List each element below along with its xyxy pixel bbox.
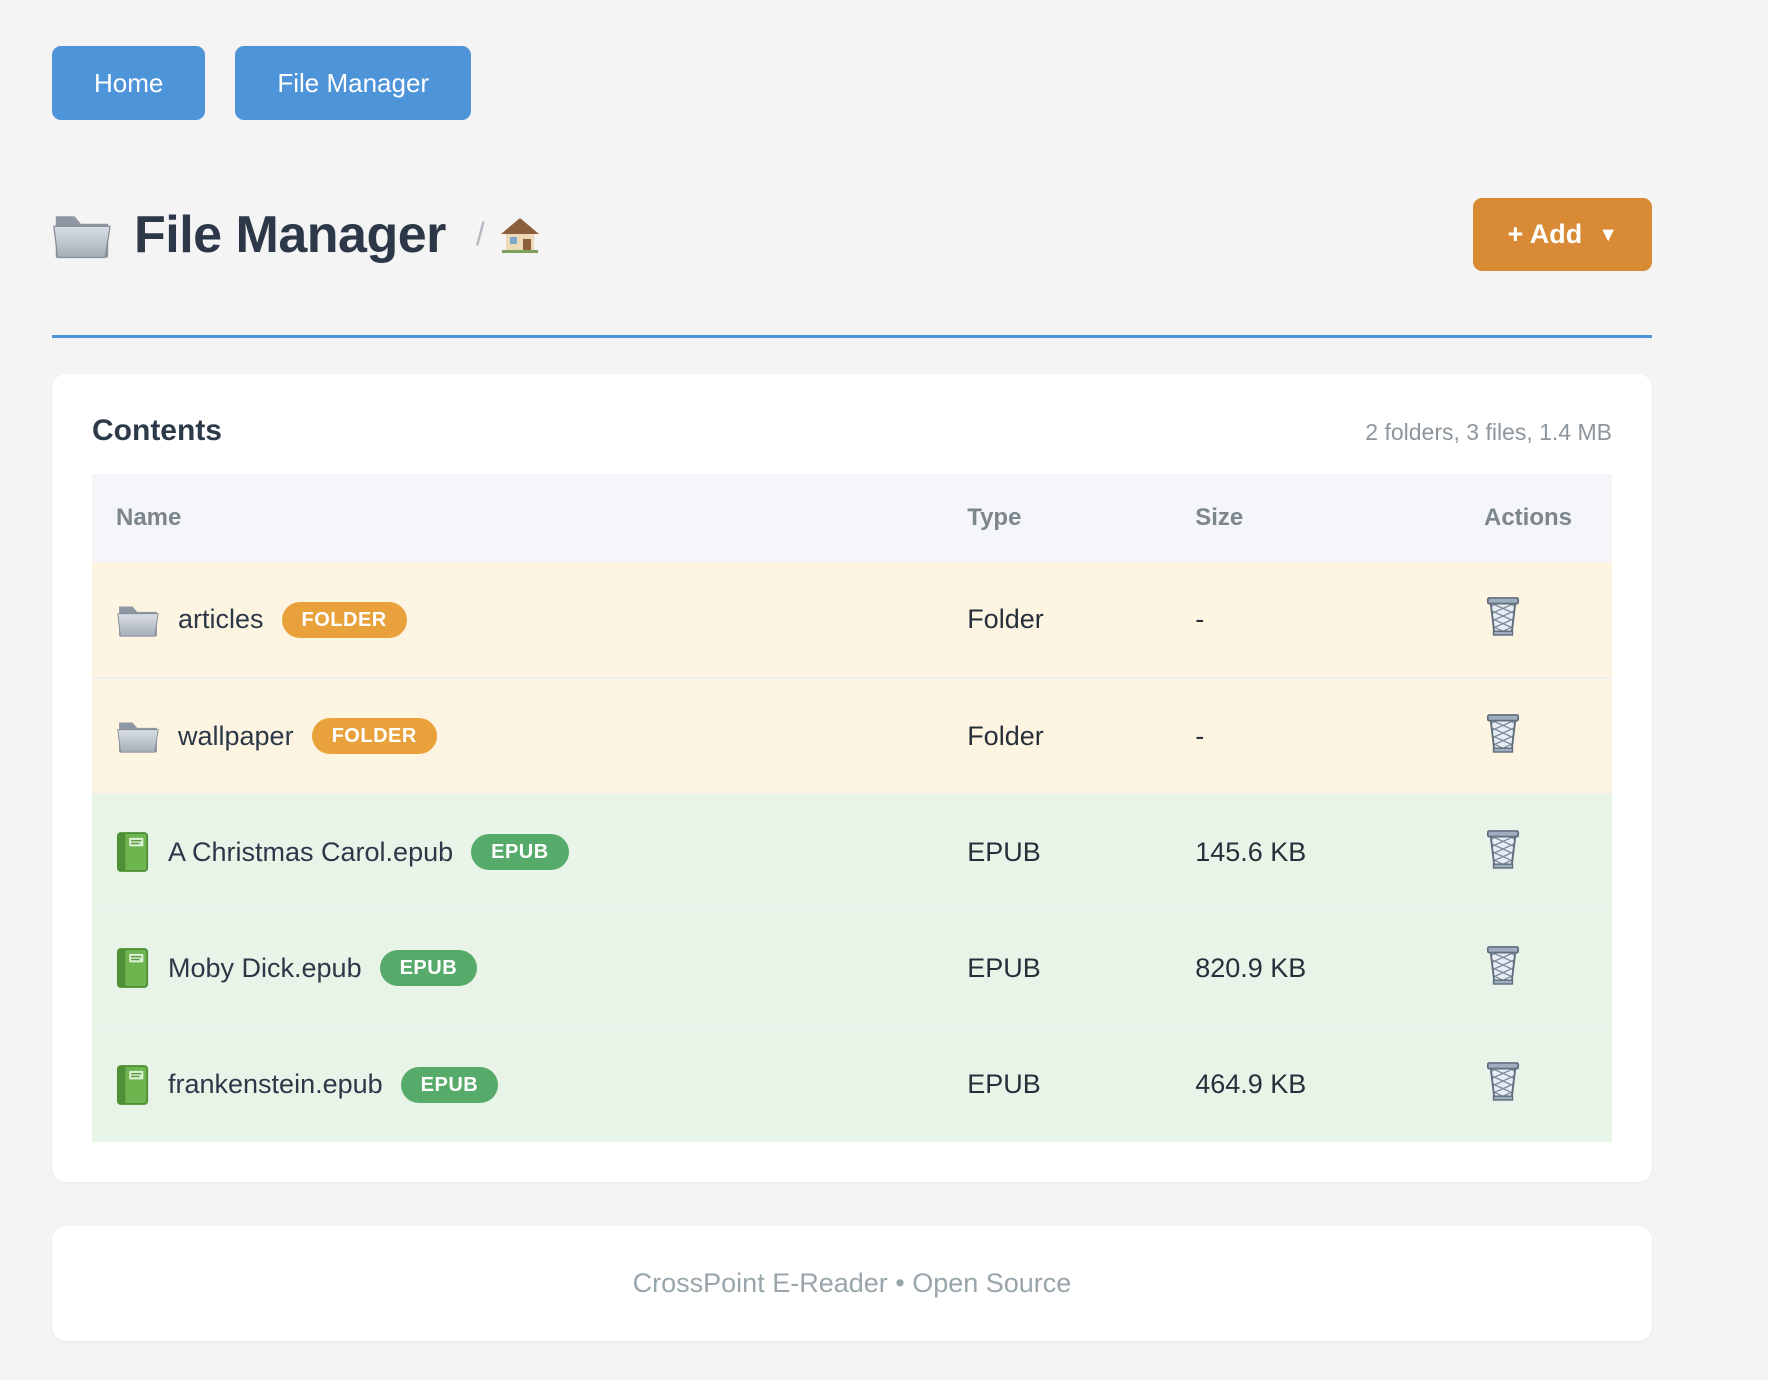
top-nav: Home File Manager (52, 46, 1652, 120)
folder-badge: FOLDER (281, 601, 407, 638)
table-row: Moby Dick.epub EPUB EPUB 820.9 KB (92, 910, 1612, 1026)
epub-badge: EPUB (379, 950, 478, 986)
epub-badge: EPUB (471, 834, 569, 870)
file-type: EPUB (967, 1069, 1041, 1099)
delete-button[interactable] (1484, 943, 1522, 987)
column-header-name: Name (116, 504, 182, 531)
file-name-link[interactable]: A Christmas Carol.epub (168, 836, 454, 867)
add-button[interactable]: + Add ▼ (1473, 198, 1652, 271)
header-divider (52, 335, 1652, 338)
file-size: - (1195, 720, 1205, 751)
file-size: - (1195, 604, 1205, 634)
home-icon[interactable] (499, 216, 541, 254)
column-header-size: Size (1195, 504, 1244, 531)
delete-button[interactable] (1484, 827, 1522, 871)
footer-text: CrossPoint E-Reader • Open Source (632, 1268, 1072, 1298)
table-row: A Christmas Carol.epub EPUB EPUB 145.6 K… (92, 794, 1612, 910)
trash-icon (1484, 943, 1522, 987)
file-type: EPUB (967, 836, 1041, 867)
folder-icon (116, 602, 160, 638)
file-name-link[interactable]: wallpaper (178, 720, 294, 751)
trash-icon (1484, 594, 1522, 638)
file-name-link[interactable]: Moby Dick.epub (168, 952, 362, 983)
file-type: Folder (967, 604, 1044, 634)
page-container: Home File Manager File Manager / + Add ▼… (52, 0, 1652, 1341)
trash-icon (1484, 827, 1522, 871)
file-type: EPUB (967, 952, 1041, 983)
book-icon (116, 831, 150, 873)
contents-title: Contents (92, 414, 222, 447)
file-name-link[interactable]: articles (178, 604, 264, 634)
trash-icon (1484, 1059, 1522, 1103)
chevron-down-icon: ▼ (1598, 223, 1618, 246)
contents-card: Contents 2 folders, 3 files, 1.4 MB Name… (52, 374, 1652, 1182)
contents-summary: 2 folders, 3 files, 1.4 MB (1365, 419, 1612, 445)
epub-badge: EPUB (400, 1066, 499, 1103)
column-header-type: Type (967, 504, 1022, 531)
file-type: Folder (967, 720, 1044, 751)
table-row: frankenstein.epub EPUB EPUB 464.9 KB (92, 1026, 1612, 1142)
column-header-actions: Actions (1483, 504, 1572, 531)
folder-icon (116, 718, 160, 754)
delete-button[interactable] (1484, 711, 1522, 755)
breadcrumb-separator: / (475, 216, 485, 252)
contents-card-header: Contents 2 folders, 3 files, 1.4 MB (92, 414, 1612, 448)
delete-button[interactable] (1484, 594, 1522, 638)
file-name-link[interactable]: frankenstein.epub (168, 1069, 383, 1099)
add-button-label: + Add (1507, 219, 1583, 249)
footer: CrossPoint E-Reader • Open Source (52, 1226, 1652, 1341)
book-icon (116, 947, 150, 989)
trash-icon (1484, 711, 1522, 755)
nav-file-manager-button[interactable]: File Manager (235, 46, 472, 120)
table-row: articles FOLDER Folder - (92, 562, 1612, 678)
book-icon (116, 1064, 150, 1106)
file-size: 820.9 KB (1195, 952, 1307, 983)
file-size: 464.9 KB (1195, 1069, 1307, 1099)
file-table: Name Type Size Actions articles FOLDER F… (92, 474, 1612, 1142)
table-header-row: Name Type Size Actions (92, 474, 1612, 562)
page-header: File Manager / + Add ▼ (52, 198, 1652, 271)
file-size: 145.6 KB (1195, 836, 1307, 867)
page-title: File Manager (134, 205, 446, 264)
folder-badge: FOLDER (311, 718, 437, 754)
table-row: wallpaper FOLDER Folder - (92, 678, 1612, 794)
folder-icon (52, 210, 112, 260)
delete-button[interactable] (1484, 1059, 1522, 1103)
nav-home-button[interactable]: Home (52, 46, 206, 120)
